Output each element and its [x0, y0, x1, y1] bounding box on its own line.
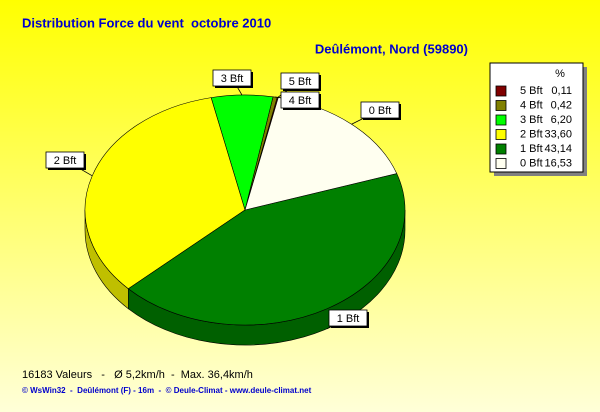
slice	[84, 97, 246, 290]
legend-label: 5 Bft	[520, 85, 543, 97]
footer-credits: © WsWin32 - Deûlémont (F) - 16m - © Deul…	[22, 386, 312, 395]
legend-label: 2 Bft	[520, 128, 543, 140]
label-box	[280, 72, 320, 90]
slice-label: 0 Bft	[369, 105, 392, 117]
slice-label: 5 Bft	[289, 76, 312, 88]
footer-stats: 16183 Valeurs - Ø 5,2km/h - Max. 36,4km/…	[22, 369, 253, 381]
legend-value: 0,42	[551, 99, 572, 111]
legend: 5 Bft 0,11 4 Bft 0,42 3 Bft 6,20 2 Bft 33,601 B…	[495, 85, 572, 169]
legend-swatch	[495, 158, 507, 169]
label-box	[328, 309, 368, 327]
labels: 5 Bft 4 Bft 3 Bft 2 Bft 1 Bft 0 Bft	[45, 69, 401, 330]
legend-label: 3 Bft	[520, 114, 543, 126]
label-box	[45, 151, 85, 169]
slice-label: 4 Bft	[289, 95, 312, 107]
chart-subtitle: Deûlémont, Nord (59890)	[315, 41, 468, 56]
slice-label: 2 Bft	[54, 155, 77, 167]
legend-label: 1 Bft	[520, 143, 543, 155]
legend-swatch	[495, 85, 507, 97]
legend-title: %	[555, 68, 565, 80]
legend-value: 0,11	[551, 85, 572, 97]
legend-swatch	[495, 129, 507, 140]
label-box	[360, 101, 400, 119]
legend-value: 33,60	[544, 128, 572, 140]
legend-value: 43,14	[544, 143, 572, 155]
label-box	[212, 69, 252, 87]
legend-swatch	[495, 143, 507, 155]
legend-swatch	[495, 100, 507, 111]
legend-label: 0 Bft	[520, 157, 543, 169]
slice-label: 3 Bft	[221, 73, 244, 85]
pie	[84, 94, 406, 346]
legend-value: 16,53	[544, 157, 572, 169]
chart-title: Distribution Force du vent octobre 2010	[22, 15, 271, 30]
legend-swatch	[495, 114, 507, 126]
slice	[127, 173, 406, 326]
slice-label: 1 Bft	[337, 313, 360, 325]
legend-value: 6,20	[551, 114, 572, 126]
legend-label: 4 Bft	[520, 99, 543, 111]
label-box	[280, 91, 320, 109]
